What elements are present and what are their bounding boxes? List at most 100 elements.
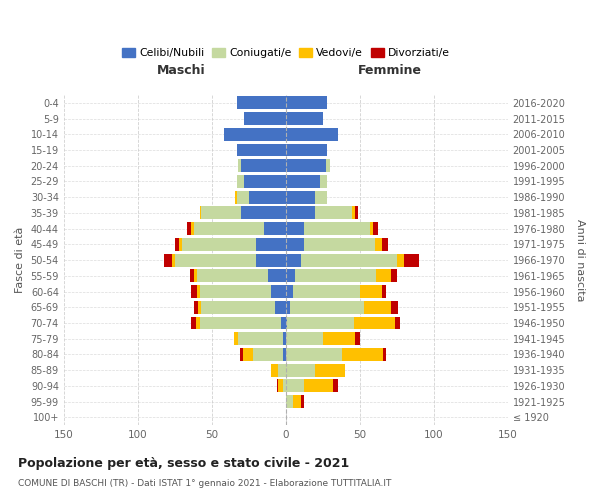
Bar (286, 222, 304, 235)
Bar (191, 285, 197, 298)
Bar (286, 144, 327, 156)
Bar (391, 301, 398, 314)
Bar (191, 316, 196, 330)
Bar (241, 160, 286, 172)
Bar (191, 222, 194, 235)
Bar (238, 160, 241, 172)
Bar (316, 191, 327, 203)
Bar (237, 191, 249, 203)
Bar (286, 254, 301, 266)
Bar (277, 380, 278, 392)
Text: Femmine: Femmine (358, 64, 422, 77)
Bar (194, 222, 263, 235)
Bar (286, 270, 295, 282)
Bar (271, 364, 278, 376)
Bar (197, 285, 200, 298)
Bar (190, 270, 194, 282)
Bar (374, 238, 382, 251)
Bar (268, 270, 286, 282)
Bar (179, 238, 182, 251)
Bar (278, 380, 283, 392)
Bar (286, 128, 338, 141)
Bar (355, 206, 358, 220)
Bar (175, 254, 256, 266)
Bar (286, 380, 304, 392)
Bar (286, 316, 287, 330)
Bar (301, 254, 397, 266)
Text: Popolazione per età, sesso e stato civile - 2021: Popolazione per età, sesso e stato civil… (18, 458, 349, 470)
Bar (200, 285, 271, 298)
Bar (182, 238, 256, 251)
Bar (197, 270, 268, 282)
Bar (187, 222, 191, 235)
Bar (323, 332, 355, 345)
Bar (286, 206, 316, 220)
Bar (237, 96, 286, 110)
Bar (281, 316, 286, 330)
Bar (286, 238, 304, 251)
Y-axis label: Anni di nascita: Anni di nascita (575, 219, 585, 302)
Bar (316, 364, 345, 376)
Bar (238, 332, 283, 345)
Bar (293, 285, 360, 298)
Bar (283, 380, 286, 392)
Legend: Celibi/Nubili, Coniugati/e, Vedovi/e, Divorziati/e: Celibi/Nubili, Coniugati/e, Vedovi/e, Di… (118, 44, 453, 62)
Bar (360, 285, 382, 298)
Bar (286, 160, 326, 172)
Bar (355, 332, 360, 345)
Bar (295, 270, 376, 282)
Bar (382, 238, 388, 251)
Bar (364, 301, 391, 314)
Bar (202, 301, 275, 314)
Bar (240, 348, 243, 361)
Bar (397, 254, 404, 266)
Bar (383, 348, 386, 361)
Bar (304, 222, 370, 235)
Bar (224, 128, 286, 141)
Bar (234, 332, 238, 345)
Bar (326, 160, 330, 172)
Bar (382, 285, 386, 298)
Bar (196, 316, 200, 330)
Bar (241, 206, 286, 220)
Bar (283, 348, 286, 361)
Bar (286, 112, 323, 125)
Bar (286, 332, 323, 345)
Bar (320, 175, 327, 188)
Bar (286, 285, 293, 298)
Bar (352, 206, 355, 220)
Bar (395, 316, 400, 330)
Bar (304, 238, 374, 251)
Text: Maschi: Maschi (157, 64, 206, 77)
Bar (301, 395, 304, 408)
Bar (373, 222, 377, 235)
Bar (243, 348, 253, 361)
Bar (256, 238, 286, 251)
Bar (200, 316, 281, 330)
Bar (286, 348, 342, 361)
Bar (253, 348, 283, 361)
Bar (244, 112, 286, 125)
Bar (194, 301, 199, 314)
Bar (286, 364, 316, 376)
Bar (263, 222, 286, 235)
Bar (290, 301, 364, 314)
Bar (286, 175, 320, 188)
Bar (342, 348, 383, 361)
Bar (199, 301, 202, 314)
Bar (304, 380, 333, 392)
Bar (286, 191, 316, 203)
Bar (175, 238, 179, 251)
Bar (164, 254, 172, 266)
Bar (286, 96, 327, 110)
Bar (235, 191, 237, 203)
Bar (256, 254, 286, 266)
Bar (278, 364, 286, 376)
Bar (237, 175, 244, 188)
Bar (286, 301, 290, 314)
Bar (376, 270, 391, 282)
Bar (354, 316, 395, 330)
Bar (391, 270, 397, 282)
Bar (287, 316, 354, 330)
Bar (293, 395, 301, 408)
